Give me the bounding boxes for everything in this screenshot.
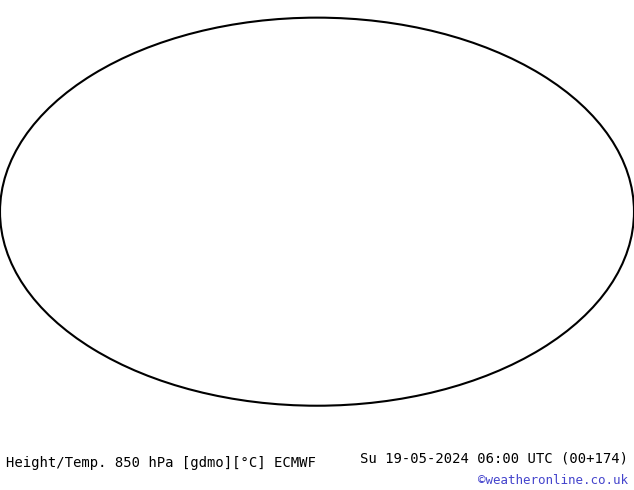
Polygon shape <box>330 62 539 176</box>
Polygon shape <box>44 79 178 220</box>
Text: 1140: 1140 <box>187 363 208 377</box>
Text: 1260: 1260 <box>480 69 501 85</box>
Text: ©weatheronline.co.uk: ©weatheronline.co.uk <box>477 474 628 487</box>
Text: 720: 720 <box>257 396 272 407</box>
Text: 15: 15 <box>17 158 28 169</box>
Text: 780: 780 <box>221 22 237 34</box>
Polygon shape <box>108 220 178 344</box>
Text: 960: 960 <box>120 59 138 74</box>
Text: 900: 900 <box>503 348 520 362</box>
Text: -30: -30 <box>364 392 375 398</box>
Polygon shape <box>279 88 336 154</box>
Text: 1080: 1080 <box>375 32 396 44</box>
Text: 1320: 1320 <box>580 145 598 166</box>
Text: -5: -5 <box>290 336 297 342</box>
Text: 1500: 1500 <box>558 156 577 177</box>
Text: 1080: 1080 <box>589 267 609 287</box>
Text: 1260: 1260 <box>395 363 415 375</box>
Text: Height/Temp. 850 hPa [gdmo][°C] ECMWF: Height/Temp. 850 hPa [gdmo][°C] ECMWF <box>6 456 316 470</box>
Text: 1200: 1200 <box>235 369 256 381</box>
Text: 1500: 1500 <box>48 233 65 255</box>
Text: 840: 840 <box>24 283 41 300</box>
Text: -20: -20 <box>252 338 264 344</box>
Text: 10: 10 <box>574 254 585 265</box>
Text: 780: 780 <box>276 15 291 25</box>
Text: 1020: 1020 <box>461 49 482 63</box>
Text: 1020: 1020 <box>149 358 170 372</box>
Text: 20: 20 <box>616 228 626 238</box>
Text: 5: 5 <box>564 268 571 275</box>
Text: 780: 780 <box>432 30 449 42</box>
Text: 5: 5 <box>76 155 83 162</box>
Text: 0: 0 <box>502 105 510 111</box>
Text: 1320: 1320 <box>36 258 54 279</box>
Text: -15: -15 <box>443 337 455 343</box>
Text: -25: -25 <box>475 360 488 368</box>
Text: 1500: 1500 <box>254 248 274 268</box>
Text: 0: 0 <box>402 335 407 342</box>
Ellipse shape <box>0 18 634 406</box>
Text: 720: 720 <box>302 400 316 409</box>
Text: 960: 960 <box>209 378 224 390</box>
Polygon shape <box>279 159 349 309</box>
Text: 15: 15 <box>597 250 607 261</box>
Text: -10: -10 <box>319 49 331 55</box>
Text: 1380: 1380 <box>439 67 460 81</box>
Text: 1440: 1440 <box>455 86 476 100</box>
Text: -10: -10 <box>440 336 452 343</box>
Text: 840: 840 <box>594 124 611 141</box>
Text: -15: -15 <box>256 26 267 32</box>
Text: 10: 10 <box>276 244 287 255</box>
Text: 15: 15 <box>323 233 333 243</box>
Text: 900: 900 <box>23 130 39 147</box>
Polygon shape <box>456 194 539 256</box>
Text: 5: 5 <box>276 276 283 284</box>
Text: 780: 780 <box>340 15 355 25</box>
Text: 1200: 1200 <box>514 80 534 98</box>
Text: 780: 780 <box>126 359 142 373</box>
Text: 10: 10 <box>40 153 51 163</box>
Text: Su 19-05-2024 06:00 UTC (00+174): Su 19-05-2024 06:00 UTC (00+174) <box>359 451 628 465</box>
Text: -5: -5 <box>292 73 300 79</box>
Text: 1140: 1140 <box>171 49 192 63</box>
Text: 20: 20 <box>33 228 42 238</box>
